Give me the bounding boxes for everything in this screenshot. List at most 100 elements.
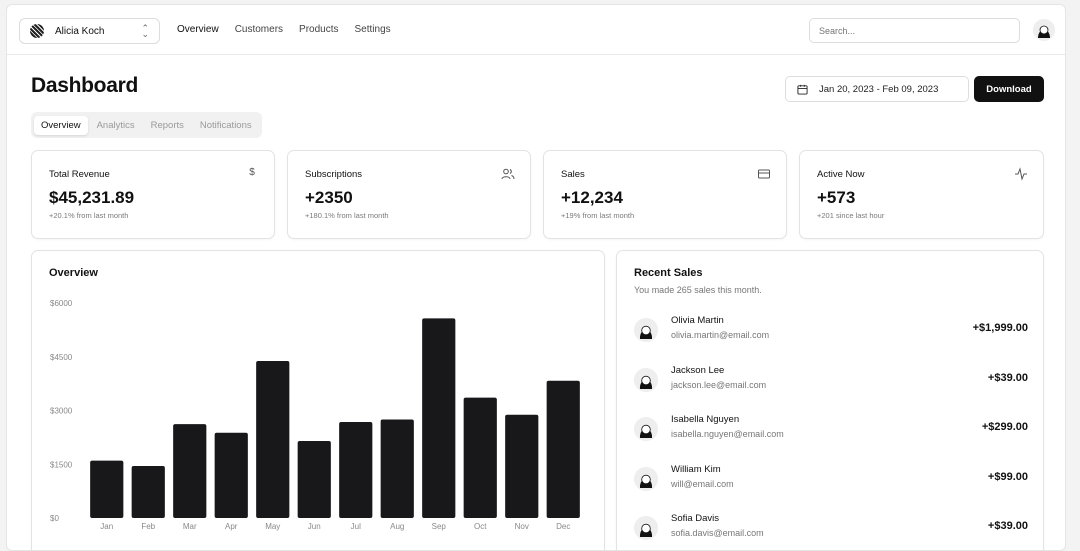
bar-apr [214,432,248,518]
date-range-text: Jan 20, 2023 - Feb 09, 2023 [819,83,939,95]
stat-subtext: +19% from last month [561,211,635,220]
x-tick-label: Jun [308,522,321,531]
tab-analytics[interactable]: Analytics [96,119,135,131]
bar-nov [505,414,539,518]
tab-list: Overview Analytics Reports Notifications [31,112,262,138]
download-button[interactable]: Download [974,76,1044,102]
stat-subtext: +180.1% from last month [305,211,389,220]
customer-email: will@email.com [671,478,734,489]
bar-oct [463,397,497,518]
bar-jul [339,421,373,518]
y-tick-label: $0 [50,514,59,523]
customer-email: sofia.davis@email.com [671,528,764,538]
x-tick-label: May [265,522,280,531]
stat-value: +2350 [305,188,353,207]
sale-amount: +$299.00 [981,421,1028,433]
sale-amount: +$39.00 [987,520,1028,532]
x-tick-label: Jul [351,522,361,531]
stat-card-sales: Sales +12,234 +19% from last month [543,150,787,239]
sale-amount: +$39.00 [987,371,1028,384]
stat-value: +12,234 [561,188,623,207]
sale-row: Jackson Lee jackson.lee@email.com +$39.00 [634,365,1028,395]
customer-avatar [634,367,658,392]
y-tick-label: $4500 [50,353,73,362]
tab-reports[interactable]: Reports [150,119,184,131]
customer-name: Jackson Lee [671,364,725,376]
x-tick-label: Aug [390,522,404,531]
chevron-up-down-icon: ⌃ ⌄ [141,23,149,39]
stat-card-active: Active Now +573 +201 since last hour [799,150,1044,239]
recent-sales-card: Recent Sales You made 265 sales this mon… [616,250,1044,550]
team-avatar [30,24,44,38]
main-nav: Overview Customers Products Settings [177,24,391,35]
calendar-icon [797,84,808,95]
customer-avatar [634,417,658,441]
overview-bar-chart: $0 $1500 $3000 $4500 $6000 Jan Feb Mar Apr May Jun… [50,299,580,531]
nav-customers[interactable]: Customers [234,24,284,35]
tab-notifications[interactable]: Notifications [199,119,252,131]
bar-feb [131,466,165,518]
sale-row: William Kim will@email.com +$99.00 [634,464,1028,494]
date-range-picker[interactable]: Jan 20, 2023 - Feb 09, 2023 [785,76,969,102]
stat-label: Total Revenue [49,169,110,180]
x-tick-label: Feb [141,522,155,531]
customer-email: olivia.martin@email.com [671,330,770,340]
customer-email: isabella.nguyen@email.com [671,429,784,439]
sale-row: Isabella Nguyen isabella.nguyen@email.com… [634,414,1028,444]
stat-label: Subscriptions [305,169,363,180]
tab-overview[interactable]: Overview [34,115,88,135]
app-window: Alicia Koch ⌃ ⌄ Overview Customers Produc… [6,4,1066,551]
x-tick-label: Oct [474,522,487,531]
sale-row: Olivia Martin olivia.martin@email.com +$1,… [634,315,1028,345]
bar-sep [422,318,456,518]
customer-name: Sofia Davis [671,513,720,524]
y-tick-label: $3000 [50,407,73,416]
sale-amount: +$1,999.00 [972,322,1028,334]
x-tick-label: Apr [225,522,238,531]
stat-value: $45,231.89 [49,188,135,207]
team-switcher[interactable]: Alicia Koch ⌃ ⌄ [19,18,160,44]
top-bar: Alicia Koch ⌃ ⌄ Overview Customers Produc… [7,5,1065,55]
y-tick-label: $1500 [50,460,73,469]
overview-title: Overview [49,267,98,279]
customer-avatar [634,516,658,540]
sale-amount: +$99.00 [987,470,1028,483]
bar-mar [173,424,207,518]
x-tick-label: Jan [100,522,113,531]
bar-jun [297,440,331,518]
recent-sales-title: Recent Sales [634,267,703,279]
bar-may [256,361,290,518]
stat-subtext: +201 since last hour [817,211,885,220]
stat-label: Active Now [817,169,865,180]
stat-label: Sales [561,169,585,180]
nav-products[interactable]: Products [299,24,339,35]
user-avatar[interactable] [1033,19,1055,41]
x-tick-label: Mar [183,522,197,531]
stat-card-revenue: Total Revenue $ $45,231.89 +20.1% from l… [31,150,275,239]
x-tick-label: Nov [515,522,529,531]
sale-row: Sofia Davis sofia.davis@email.com +$39.00 [634,513,1028,543]
y-tick-label: $6000 [50,299,73,308]
overview-card: Overview $0 $1500 $3000 $4500 $6000 Jan Feb Mar… [31,250,605,550]
page-title: Dashboard [31,74,138,97]
recent-sales-subtitle: You made 265 sales this month. [634,285,762,295]
users-icon [501,168,515,180]
activity-icon [1015,167,1027,181]
customer-avatar [634,466,658,491]
bar-dec [546,380,580,518]
customer-name: William Kim [671,463,721,475]
team-name: Alicia Koch [55,25,105,37]
customer-name: Olivia Martin [671,315,724,326]
nav-settings[interactable]: Settings [354,24,391,35]
nav-overview[interactable]: Overview [177,24,219,35]
stat-value: +573 [817,188,856,207]
bar-aug [380,419,414,518]
dollar-icon: $ [249,167,255,178]
x-tick-label: Sep [432,522,447,531]
customer-name: Isabella Nguyen [671,414,740,425]
bar-jan [90,460,124,518]
stat-subtext: +20.1% from last month [49,211,129,220]
customer-avatar [634,318,658,342]
search-input[interactable] [809,18,1020,43]
credit-card-icon [758,169,770,179]
